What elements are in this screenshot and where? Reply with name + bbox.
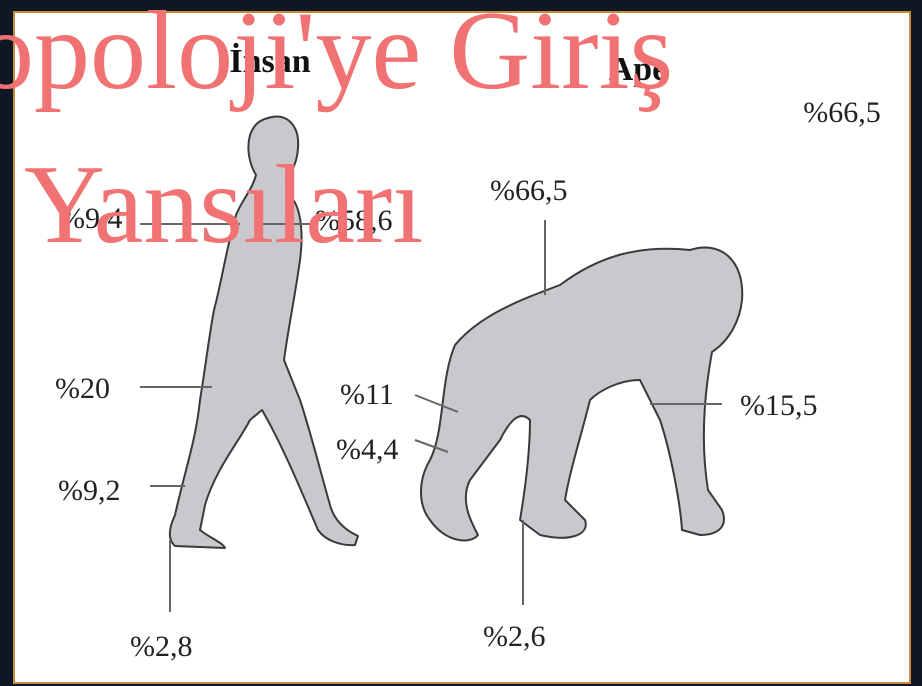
human-shank: %9,2 xyxy=(58,474,121,507)
ape-foot: %2,6 xyxy=(483,620,546,653)
title-line-1: opoloji'ye Giriş xyxy=(0,0,673,113)
human-foot: %2,8 xyxy=(130,630,193,663)
ape-shank: %4,4 xyxy=(336,433,399,466)
ape-trunk: %66,5 xyxy=(490,174,568,207)
ape-arm: %15,5 xyxy=(740,389,818,422)
ape-thigh: %11 xyxy=(340,378,394,411)
corner-value: %66,5 xyxy=(803,96,881,129)
title-line-2: Yansıları xyxy=(24,143,423,267)
slide: İnsan Ape %66,5 %9,4 %58,6 %20 %9,2 %2,8… xyxy=(0,0,922,686)
human-thigh: %20 xyxy=(55,372,110,405)
